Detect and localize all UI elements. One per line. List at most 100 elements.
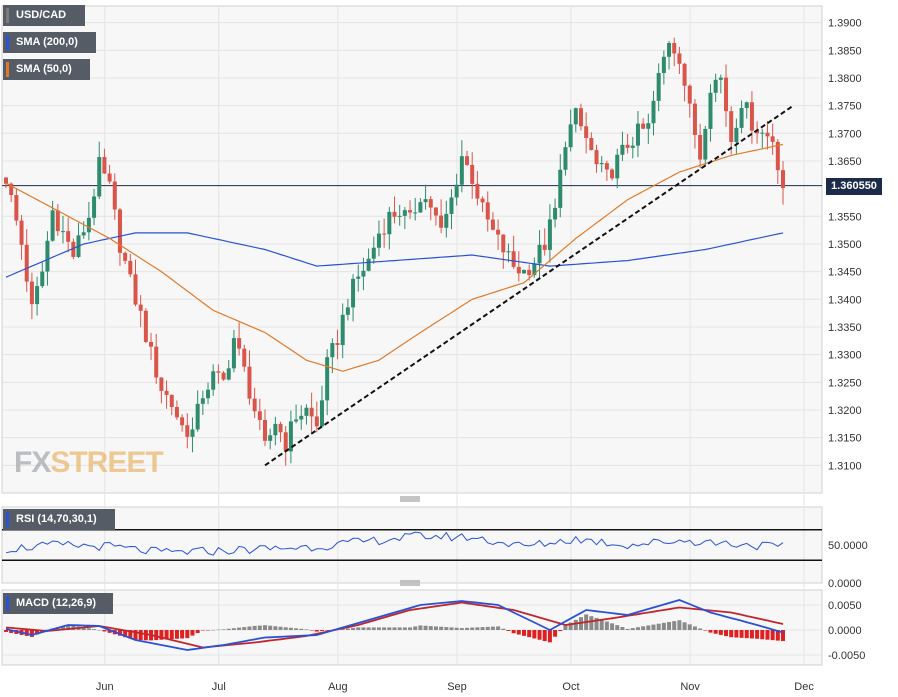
- y-tick-label-main: 1.3100: [828, 460, 862, 472]
- candle-body: [465, 156, 470, 165]
- candle-body: [206, 389, 211, 399]
- candle-body: [92, 196, 97, 218]
- candle-body: [547, 219, 552, 250]
- candles-group: [4, 37, 785, 466]
- macd-hist-bar: [501, 628, 506, 630]
- candle-body: [340, 314, 345, 346]
- macd-hist-bar: [92, 629, 97, 630]
- macd-hist-bar: [465, 627, 470, 630]
- candle-body: [439, 215, 444, 228]
- candle-body: [102, 157, 107, 174]
- candle-body: [107, 173, 112, 182]
- candle-body: [718, 77, 723, 80]
- macd-hist-bar: [542, 630, 547, 642]
- candle-body: [371, 247, 376, 259]
- candle-body: [174, 407, 179, 418]
- legend-sma50-label: SMA (50,0): [16, 63, 72, 75]
- candle-body: [584, 126, 589, 139]
- candle-body: [542, 244, 547, 250]
- candle-body: [765, 132, 770, 137]
- candle-body: [154, 346, 159, 378]
- macd-hist-bar: [708, 630, 713, 633]
- macd-hist-bar: [174, 630, 179, 639]
- candle-body: [314, 416, 319, 427]
- macd-hist-bar: [547, 630, 552, 643]
- candle-body: [356, 276, 361, 279]
- macd-hist-bar: [599, 619, 604, 630]
- candle-body: [563, 147, 568, 170]
- macd-hist-bar: [216, 629, 221, 631]
- macd-hist-bar: [195, 630, 200, 634]
- legend-sma200[interactable]: SMA (200,0): [3, 32, 96, 53]
- candle-body: [620, 144, 625, 155]
- legend-sma50[interactable]: SMA (50,0): [3, 59, 90, 80]
- candle-body: [490, 219, 495, 230]
- candle-body: [55, 210, 60, 232]
- candle-body: [698, 134, 703, 160]
- rsi-line: [5, 531, 784, 556]
- candle-body: [656, 72, 661, 101]
- macd-hist-bar: [351, 627, 356, 630]
- macd-hist-bar: [143, 630, 148, 641]
- macd-hist-bar: [231, 628, 236, 630]
- candle-body: [169, 394, 174, 408]
- candle-body: [558, 169, 563, 208]
- candle-body: [775, 141, 780, 171]
- macd-hist-bar: [744, 630, 749, 639]
- candle-body: [573, 108, 578, 125]
- macd-hist-bar: [304, 629, 309, 630]
- legend-macd[interactable]: MACD (12,26,9): [3, 593, 113, 614]
- candle-body: [703, 128, 708, 160]
- candle-body: [86, 217, 91, 233]
- candle-body: [376, 233, 381, 248]
- fxstreet-logo: FXSTREET: [14, 446, 164, 479]
- candle-body: [216, 371, 221, 373]
- candle-body: [226, 368, 231, 380]
- y-tick-label-main: 1.3900: [828, 18, 862, 30]
- candle-body: [159, 377, 164, 391]
- x-tick-label: Jul: [212, 681, 226, 693]
- candle-body: [687, 85, 692, 104]
- candle-body: [319, 400, 324, 427]
- candle-body: [713, 79, 718, 93]
- legend-rsi[interactable]: RSI (14,70,30,1): [3, 509, 115, 530]
- macd-hist-bar: [278, 626, 283, 630]
- macd-hist-bar: [185, 630, 190, 639]
- macd-hist-bar: [604, 621, 609, 630]
- macd-hist-bar: [299, 628, 304, 630]
- macd-hist-bar: [537, 630, 542, 640]
- candle-body: [211, 371, 216, 390]
- candle-body: [444, 213, 449, 228]
- macd-hist-bar: [242, 627, 247, 630]
- macd-hist-bar: [485, 626, 490, 630]
- candle-body: [781, 170, 785, 189]
- macd-hist-bar: [371, 627, 376, 630]
- macd-hist-bar: [506, 630, 511, 631]
- candle-body: [190, 429, 195, 437]
- macd-hist-bar: [413, 626, 418, 630]
- macd-splitter-handle[interactable]: [400, 580, 420, 586]
- macd-hist-bar: [66, 624, 71, 630]
- legend-instrument[interactable]: USD/CAD: [3, 5, 85, 26]
- candle-body: [164, 390, 169, 395]
- macd-hist-bar: [107, 630, 112, 633]
- macd-hist-bar: [211, 629, 216, 631]
- candle-body: [278, 423, 283, 433]
- macd-hist-bar: [667, 621, 672, 630]
- candle-body: [237, 338, 242, 349]
- candle-body: [501, 234, 506, 253]
- macd-hist-bar: [718, 630, 723, 635]
- candle-body: [480, 198, 485, 203]
- candle-body: [734, 127, 739, 142]
- legend-swatch-rsi: [6, 512, 9, 527]
- candle-body: [413, 212, 418, 214]
- candle-body: [459, 156, 464, 185]
- legend-rsi-label: RSI (14,70,30,1): [16, 513, 97, 525]
- macd-hist-bar: [257, 625, 262, 630]
- macd-hist-bar: [558, 630, 563, 632]
- panel-rsi-bg: [1, 506, 823, 584]
- candle-body: [143, 310, 148, 342]
- y-tick-label-main: 1.3650: [828, 156, 862, 168]
- candle-body: [522, 269, 526, 274]
- rsi-splitter-handle[interactable]: [400, 496, 420, 502]
